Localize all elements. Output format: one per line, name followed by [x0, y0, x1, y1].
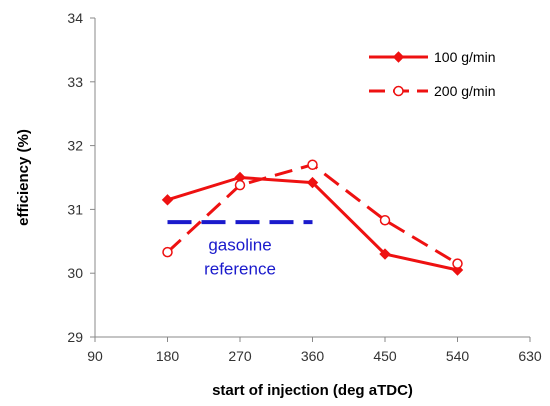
data-point-diamond — [306, 176, 319, 189]
x-tick-label: 360 — [301, 348, 325, 364]
data-point-diamond — [161, 194, 174, 206]
data-point-circle — [452, 258, 463, 269]
y-tick-label: 33 — [67, 74, 83, 90]
series-1 — [161, 171, 464, 276]
data-point-diamond — [392, 51, 405, 63]
data-point-circle — [379, 214, 391, 226]
legend: 100 g/min 200 g/min — [369, 49, 495, 99]
x-tick-label: 90 — [87, 348, 103, 364]
y-tick-label: 31 — [67, 201, 83, 217]
data-point-circle — [393, 85, 404, 97]
legend-label: 200 g/min — [434, 83, 495, 99]
x-axis-title: start of injection (deg aTDC) — [212, 382, 413, 399]
y-tick-label: 34 — [67, 10, 83, 26]
y-axis-title: efficiency (%) — [15, 129, 32, 226]
data-point-circle — [234, 179, 246, 191]
x-ticks: 90 180 270 360 450 540 630 — [87, 337, 542, 364]
data-point-diamond — [379, 248, 391, 260]
series-2 — [162, 159, 463, 269]
x-tick-label: 180 — [156, 348, 180, 364]
y-tick-label: 32 — [67, 138, 83, 154]
y-ticks: 29 30 31 32 33 34 — [67, 10, 95, 345]
annotation-text: reference — [204, 259, 276, 278]
data-point-circle — [307, 159, 318, 170]
x-tick-label: 450 — [373, 348, 397, 364]
x-tick-label: 630 — [518, 348, 542, 364]
annotations: gasoline reference — [204, 235, 276, 278]
legend-label: 100 g/min — [434, 49, 495, 65]
y-tick-label: 30 — [67, 265, 83, 281]
series-layer — [161, 159, 464, 276]
data-point-circle — [162, 246, 173, 258]
annotation-text: gasoline — [208, 235, 271, 254]
x-tick-label: 270 — [228, 348, 252, 364]
x-tick-label: 540 — [446, 348, 470, 364]
y-tick-label: 29 — [67, 329, 83, 345]
